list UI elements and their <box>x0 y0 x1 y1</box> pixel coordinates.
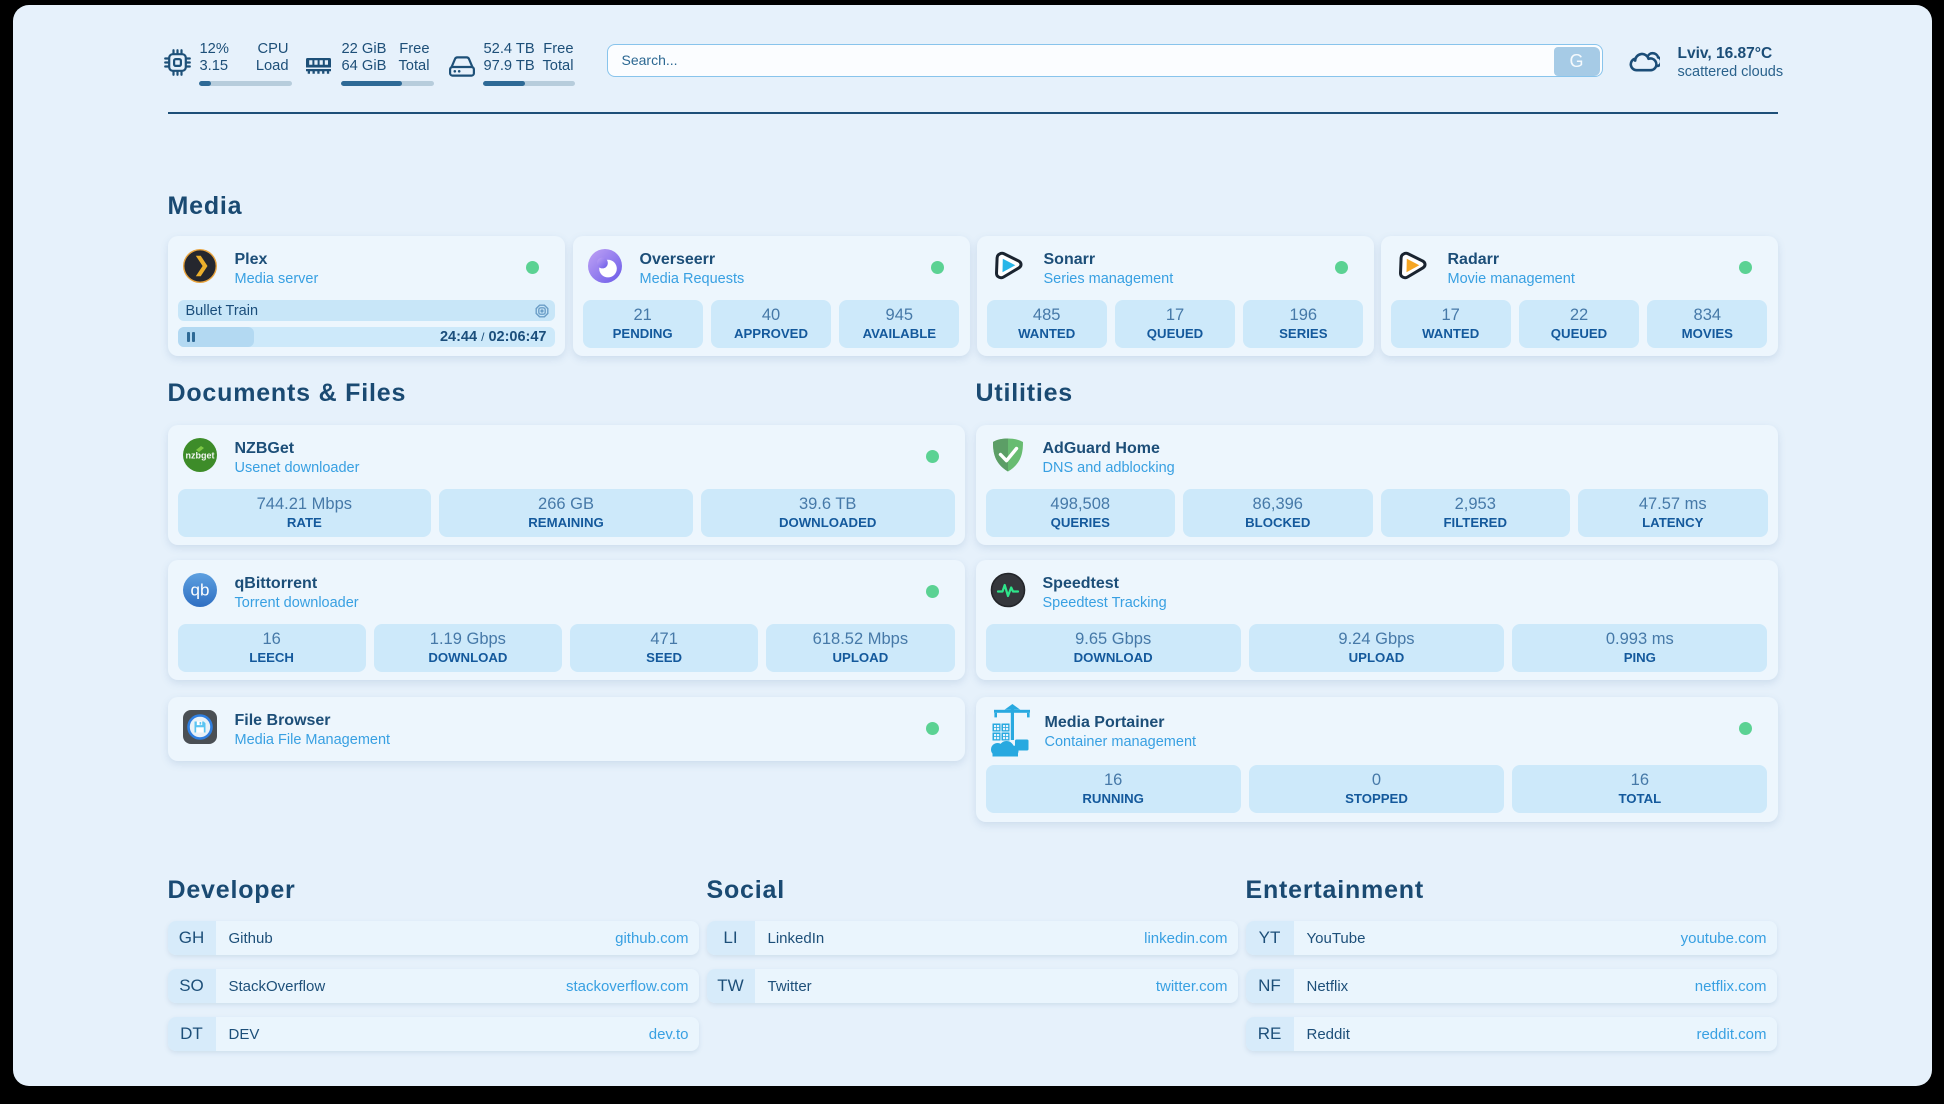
svg-text:qb: qb <box>190 581 209 600</box>
svg-text:nzbget: nzbget <box>185 451 214 461</box>
